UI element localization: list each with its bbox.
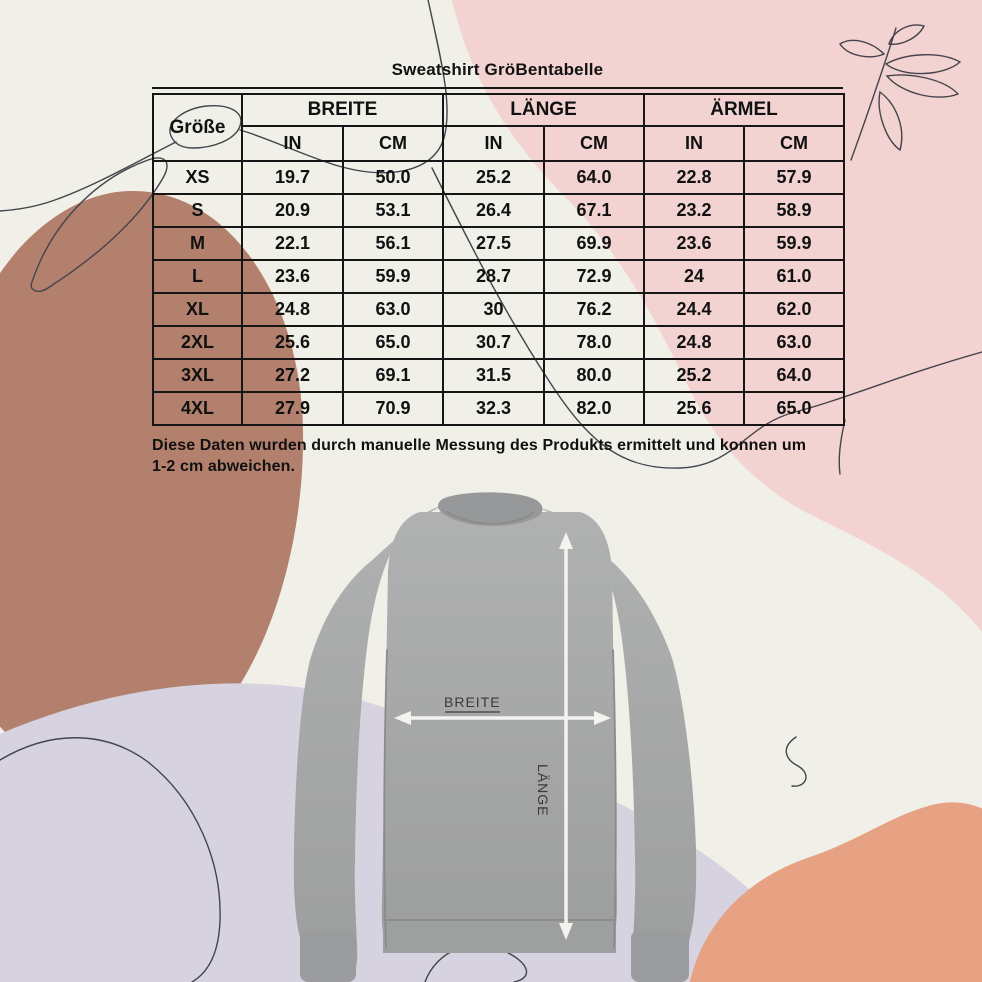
measurement-cell: 25.2 — [643, 358, 745, 393]
measurement-cell: 69.9 — [543, 226, 645, 261]
chart-title: Sweatshirt GröBentabelle — [391, 60, 604, 79]
group-header-breite: BREITE — [241, 93, 444, 127]
measurement-cell: 64.0 — [743, 358, 845, 393]
length-label: LÄNGE — [535, 764, 551, 817]
measurement-cell: 27.5 — [442, 226, 545, 261]
size-table-body: XS 19.7 50.0 25.2 64.0 22.8 57.9 S 20.9 53.1 26.4 6… — [152, 160, 845, 426]
table-unit-header-row: IN CM IN CM IN CM — [153, 125, 845, 162]
table-row: L 23.6 59.9 28.7 72.9 24 61.0 — [152, 259, 845, 294]
measurement-cell: 23.2 — [643, 193, 745, 228]
measurement-cell: 64.0 — [543, 160, 645, 195]
note-line-2: 1-2 cm abweichen. — [152, 458, 296, 475]
orange-blob — [689, 802, 982, 982]
size-cell: S — [152, 193, 243, 228]
measurement-cell: 31.5 — [442, 358, 545, 393]
measurement-cell: 19.7 — [241, 160, 344, 195]
measurement-cell: 56.1 — [342, 226, 444, 261]
measurement-cell: 78.0 — [543, 325, 645, 360]
group-header-aermel: ÄRMEL — [643, 93, 845, 127]
table-row: 3XL 27.2 69.1 31.5 80.0 25.2 64.0 — [152, 358, 845, 393]
measurement-cell: 67.1 — [543, 193, 645, 228]
note-line-1: Diese Daten wurden durch manuelle Messun… — [152, 437, 807, 454]
size-cell: XL — [152, 292, 243, 327]
measurement-cell: 28.7 — [442, 259, 545, 294]
measurement-cell: 22.1 — [241, 226, 344, 261]
size-cell: 2XL — [152, 325, 243, 360]
unit-header: IN — [643, 125, 745, 162]
unit-header: CM — [342, 125, 444, 162]
table-row: XS 19.7 50.0 25.2 64.0 22.8 57.9 — [152, 160, 845, 195]
size-cell: 4XL — [152, 391, 243, 426]
measurement-cell: 25.6 — [643, 391, 745, 426]
measurement-cell: 59.9 — [342, 259, 444, 294]
measurement-cell: 76.2 — [543, 292, 645, 327]
width-label: BREITE — [444, 694, 501, 710]
measurement-cell: 27.2 — [241, 358, 344, 393]
measurement-cell: 53.1 — [342, 193, 444, 228]
table-row: XL 24.8 63.0 30 76.2 24.4 62.0 — [152, 292, 845, 327]
measurement-cell: 82.0 — [543, 391, 645, 426]
unit-header: IN — [442, 125, 545, 162]
lavender-blob — [0, 683, 814, 982]
group-header-laenge: LÄNGE — [442, 93, 645, 127]
measurement-cell: 69.1 — [342, 358, 444, 393]
measurement-cell: 59.9 — [743, 226, 845, 261]
unit-header: CM — [743, 125, 845, 162]
measurement-cell: 30.7 — [442, 325, 545, 360]
measurement-cell: 80.0 — [543, 358, 645, 393]
size-cell: M — [152, 226, 243, 261]
table-group-header-row: Größe BREITE LÄNGE ÄRMEL — [152, 93, 845, 162]
table-top-rule — [152, 87, 843, 89]
measurement-cell: 63.0 — [743, 325, 845, 360]
size-cell: L — [152, 259, 243, 294]
measurement-cell: 30 — [442, 292, 545, 327]
measurement-cell: 63.0 — [342, 292, 444, 327]
measurement-cell: 65.0 — [342, 325, 444, 360]
measurement-cell: 23.6 — [643, 226, 745, 261]
measurement-cell: 20.9 — [241, 193, 344, 228]
measurement-cell: 50.0 — [342, 160, 444, 195]
measurement-cell: 22.8 — [643, 160, 745, 195]
measurement-note: Diese Daten wurden durch manuelle Messun… — [152, 435, 862, 477]
size-cell: 3XL — [152, 358, 243, 393]
measurement-cell: 57.9 — [743, 160, 845, 195]
size-column-header: Größe — [152, 93, 243, 162]
table-row: 4XL 27.9 70.9 32.3 82.0 25.6 65.0 — [152, 391, 845, 426]
measurement-cell: 65.0 — [743, 391, 845, 426]
size-table: Größe BREITE LÄNGE ÄRMEL IN CM IN CM IN … — [152, 93, 845, 426]
measurement-cell: 70.9 — [342, 391, 444, 426]
measurement-cell: 32.3 — [442, 391, 545, 426]
measurement-cell: 25.2 — [442, 160, 545, 195]
measurement-cell: 25.6 — [241, 325, 344, 360]
measurement-cell: 24.8 — [241, 292, 344, 327]
measurement-cell: 24.4 — [643, 292, 745, 327]
table-row: S 20.9 53.1 26.4 67.1 23.2 58.9 — [152, 193, 845, 228]
measurement-cell: 62.0 — [743, 292, 845, 327]
measurement-cell: 24.8 — [643, 325, 745, 360]
measurement-cell: 26.4 — [442, 193, 545, 228]
table-row: 2XL 25.6 65.0 30.7 78.0 24.8 63.0 — [152, 325, 845, 360]
measurement-cell: 61.0 — [743, 259, 845, 294]
size-cell: XS — [152, 160, 243, 195]
table-row: M 22.1 56.1 27.5 69.9 23.6 59.9 — [152, 226, 845, 261]
measurement-cell: 23.6 — [241, 259, 344, 294]
measurement-cell: 58.9 — [743, 193, 845, 228]
measurement-cell: 72.9 — [543, 259, 645, 294]
unit-header: IN — [241, 125, 344, 162]
measurement-cell: 24 — [643, 259, 745, 294]
measurement-cell: 27.9 — [241, 391, 344, 426]
unit-header: CM — [543, 125, 645, 162]
